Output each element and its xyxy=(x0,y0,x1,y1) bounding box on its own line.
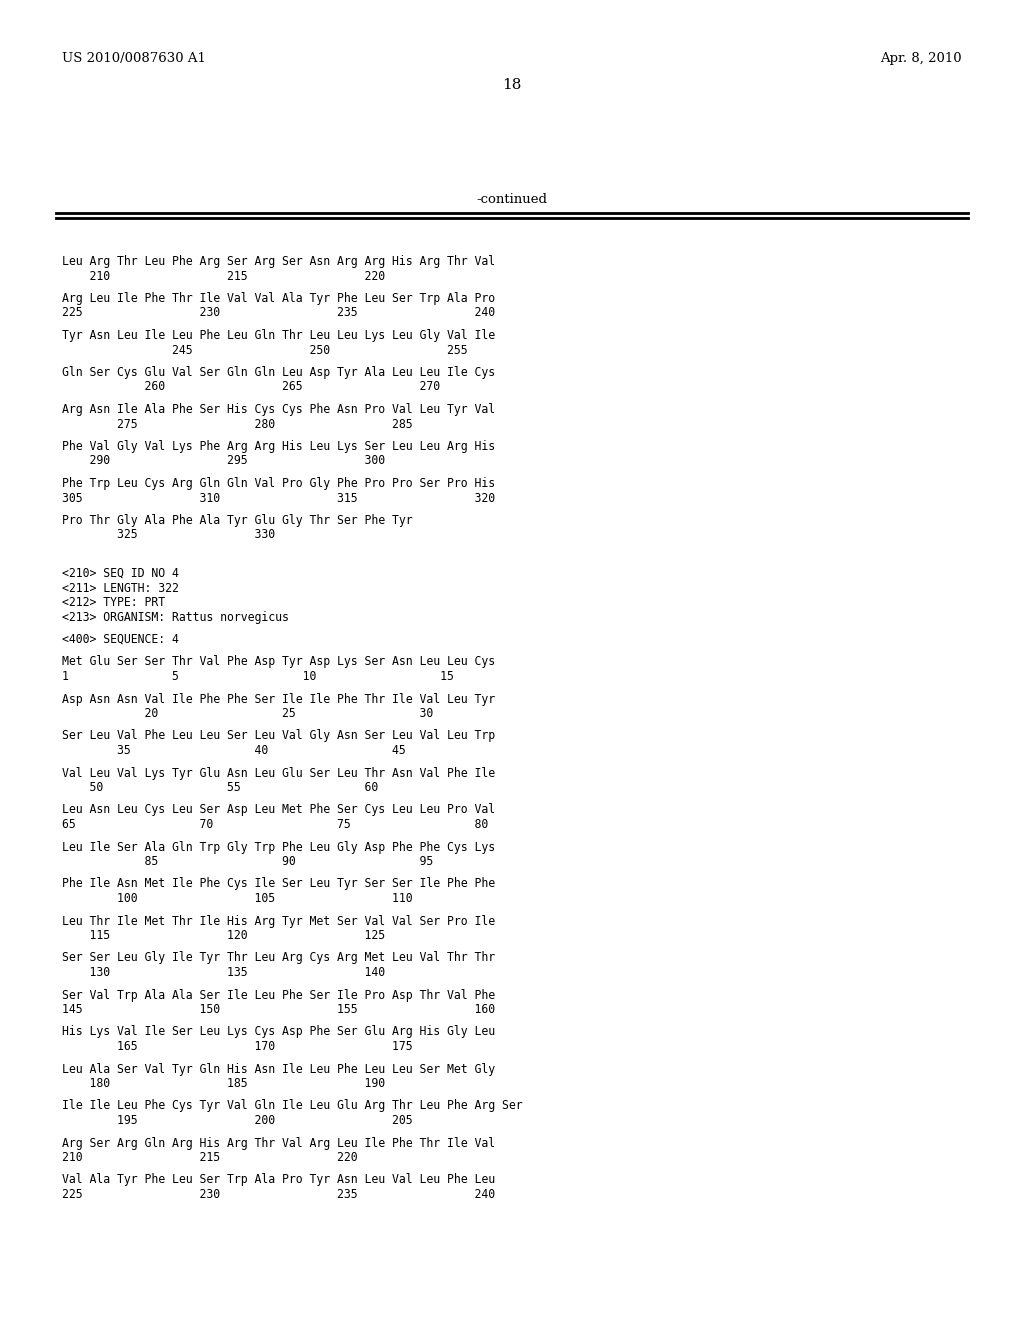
Text: 165                 170                 175: 165 170 175 xyxy=(62,1040,413,1053)
Text: 275                 280                 285: 275 280 285 xyxy=(62,417,413,430)
Text: Gln Ser Cys Glu Val Ser Gln Gln Leu Asp Tyr Ala Leu Leu Ile Cys: Gln Ser Cys Glu Val Ser Gln Gln Leu Asp … xyxy=(62,366,496,379)
Text: 50                  55                  60: 50 55 60 xyxy=(62,781,378,795)
Text: Phe Trp Leu Cys Arg Gln Gln Val Pro Gly Phe Pro Pro Ser Pro His: Phe Trp Leu Cys Arg Gln Gln Val Pro Gly … xyxy=(62,477,496,490)
Text: His Lys Val Ile Ser Leu Lys Cys Asp Phe Ser Glu Arg His Gly Leu: His Lys Val Ile Ser Leu Lys Cys Asp Phe … xyxy=(62,1026,496,1039)
Text: 225                 230                 235                 240: 225 230 235 240 xyxy=(62,306,496,319)
Text: 85                  90                  95: 85 90 95 xyxy=(62,855,433,869)
Text: Tyr Asn Leu Ile Leu Phe Leu Gln Thr Leu Leu Lys Leu Gly Val Ile: Tyr Asn Leu Ile Leu Phe Leu Gln Thr Leu … xyxy=(62,329,496,342)
Text: <213> ORGANISM: Rattus norvegicus: <213> ORGANISM: Rattus norvegicus xyxy=(62,610,289,623)
Text: Pro Thr Gly Ala Phe Ala Tyr Glu Gly Thr Ser Phe Tyr: Pro Thr Gly Ala Phe Ala Tyr Glu Gly Thr … xyxy=(62,513,413,527)
Text: 18: 18 xyxy=(503,78,521,92)
Text: Phe Val Gly Val Lys Phe Arg Arg His Leu Lys Ser Leu Leu Arg His: Phe Val Gly Val Lys Phe Arg Arg His Leu … xyxy=(62,440,496,453)
Text: 130                 135                 140: 130 135 140 xyxy=(62,966,385,979)
Text: Apr. 8, 2010: Apr. 8, 2010 xyxy=(881,51,962,65)
Text: Phe Ile Asn Met Ile Phe Cys Ile Ser Leu Tyr Ser Ser Ile Phe Phe: Phe Ile Asn Met Ile Phe Cys Ile Ser Leu … xyxy=(62,878,496,891)
Text: Ser Leu Val Phe Leu Leu Ser Leu Val Gly Asn Ser Leu Val Leu Trp: Ser Leu Val Phe Leu Leu Ser Leu Val Gly … xyxy=(62,730,496,742)
Text: 1               5                  10                  15: 1 5 10 15 xyxy=(62,671,454,682)
Text: <212> TYPE: PRT: <212> TYPE: PRT xyxy=(62,597,165,609)
Text: Arg Ser Arg Gln Arg His Arg Thr Val Arg Leu Ile Phe Thr Ile Val: Arg Ser Arg Gln Arg His Arg Thr Val Arg … xyxy=(62,1137,496,1150)
Text: Leu Ile Ser Ala Gln Trp Gly Trp Phe Leu Gly Asp Phe Phe Cys Lys: Leu Ile Ser Ala Gln Trp Gly Trp Phe Leu … xyxy=(62,841,496,854)
Text: <210> SEQ ID NO 4: <210> SEQ ID NO 4 xyxy=(62,568,179,579)
Text: 20                  25                  30: 20 25 30 xyxy=(62,708,433,719)
Text: Leu Thr Ile Met Thr Ile His Arg Tyr Met Ser Val Val Ser Pro Ile: Leu Thr Ile Met Thr Ile His Arg Tyr Met … xyxy=(62,915,496,928)
Text: Val Ala Tyr Phe Leu Ser Trp Ala Pro Tyr Asn Leu Val Leu Phe Leu: Val Ala Tyr Phe Leu Ser Trp Ala Pro Tyr … xyxy=(62,1173,496,1187)
Text: 305                 310                 315                 320: 305 310 315 320 xyxy=(62,491,496,504)
Text: 325                 330: 325 330 xyxy=(62,528,275,541)
Text: Met Glu Ser Ser Thr Val Phe Asp Tyr Asp Lys Ser Asn Leu Leu Cys: Met Glu Ser Ser Thr Val Phe Asp Tyr Asp … xyxy=(62,656,496,668)
Text: 115                 120                 125: 115 120 125 xyxy=(62,929,385,942)
Text: <211> LENGTH: 322: <211> LENGTH: 322 xyxy=(62,582,179,594)
Text: 290                 295                 300: 290 295 300 xyxy=(62,454,385,467)
Text: 65                  70                  75                  80: 65 70 75 80 xyxy=(62,818,488,832)
Text: -continued: -continued xyxy=(476,193,548,206)
Text: US 2010/0087630 A1: US 2010/0087630 A1 xyxy=(62,51,206,65)
Text: Ser Val Trp Ala Ala Ser Ile Leu Phe Ser Ile Pro Asp Thr Val Phe: Ser Val Trp Ala Ala Ser Ile Leu Phe Ser … xyxy=(62,989,496,1002)
Text: 195                 200                 205: 195 200 205 xyxy=(62,1114,413,1127)
Text: Arg Asn Ile Ala Phe Ser His Cys Cys Phe Asn Pro Val Leu Tyr Val: Arg Asn Ile Ala Phe Ser His Cys Cys Phe … xyxy=(62,403,496,416)
Text: 210                 215                 220: 210 215 220 xyxy=(62,1151,357,1164)
Text: 145                 150                 155                 160: 145 150 155 160 xyxy=(62,1003,496,1016)
Text: Leu Asn Leu Cys Leu Ser Asp Leu Met Phe Ser Cys Leu Leu Pro Val: Leu Asn Leu Cys Leu Ser Asp Leu Met Phe … xyxy=(62,804,496,817)
Text: Ile Ile Leu Phe Cys Tyr Val Gln Ile Leu Glu Arg Thr Leu Phe Arg Ser: Ile Ile Leu Phe Cys Tyr Val Gln Ile Leu … xyxy=(62,1100,522,1113)
Text: 245                 250                 255: 245 250 255 xyxy=(62,343,468,356)
Text: 100                 105                 110: 100 105 110 xyxy=(62,892,413,906)
Text: 180                 185                 190: 180 185 190 xyxy=(62,1077,385,1090)
Text: <400> SEQUENCE: 4: <400> SEQUENCE: 4 xyxy=(62,634,179,645)
Text: 260                 265                 270: 260 265 270 xyxy=(62,380,440,393)
Text: 225                 230                 235                 240: 225 230 235 240 xyxy=(62,1188,496,1201)
Text: Asp Asn Asn Val Ile Phe Phe Ser Ile Ile Phe Thr Ile Val Leu Tyr: Asp Asn Asn Val Ile Phe Phe Ser Ile Ile … xyxy=(62,693,496,705)
Text: Leu Ala Ser Val Tyr Gln His Asn Ile Leu Phe Leu Leu Ser Met Gly: Leu Ala Ser Val Tyr Gln His Asn Ile Leu … xyxy=(62,1063,496,1076)
Text: Ser Ser Leu Gly Ile Tyr Thr Leu Arg Cys Arg Met Leu Val Thr Thr: Ser Ser Leu Gly Ile Tyr Thr Leu Arg Cys … xyxy=(62,952,496,965)
Text: Val Leu Val Lys Tyr Glu Asn Leu Glu Ser Leu Thr Asn Val Phe Ile: Val Leu Val Lys Tyr Glu Asn Leu Glu Ser … xyxy=(62,767,496,780)
Text: Arg Leu Ile Phe Thr Ile Val Val Ala Tyr Phe Leu Ser Trp Ala Pro: Arg Leu Ile Phe Thr Ile Val Val Ala Tyr … xyxy=(62,292,496,305)
Text: 210                 215                 220: 210 215 220 xyxy=(62,269,385,282)
Text: 35                  40                  45: 35 40 45 xyxy=(62,744,406,756)
Text: Leu Arg Thr Leu Phe Arg Ser Arg Ser Asn Arg Arg His Arg Thr Val: Leu Arg Thr Leu Phe Arg Ser Arg Ser Asn … xyxy=(62,255,496,268)
